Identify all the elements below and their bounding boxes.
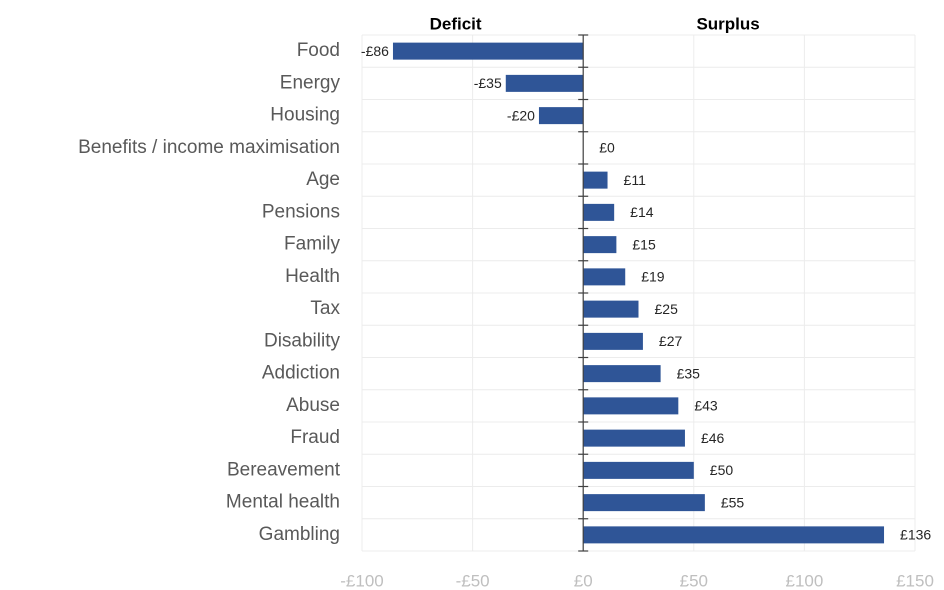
- category-label: Age: [306, 169, 340, 190]
- category-label: Health: [285, 266, 340, 287]
- category-label: Mental health: [226, 492, 340, 513]
- bar: [392, 42, 584, 60]
- bar: [583, 461, 694, 479]
- bar: [583, 494, 705, 512]
- value-label: £25: [655, 301, 679, 317]
- value-label: £27: [659, 333, 683, 349]
- category-label: Tax: [310, 298, 340, 319]
- header: Surplus: [696, 14, 759, 33]
- category-label: Bereavement: [227, 459, 341, 480]
- value-label: £136: [900, 527, 931, 543]
- value-label: £0: [599, 140, 615, 156]
- bar: [583, 171, 608, 189]
- category-label: Family: [284, 234, 340, 255]
- x-tick-label: £0: [574, 571, 593, 590]
- value-label: £35: [677, 365, 701, 381]
- category-label: Energy: [280, 72, 341, 93]
- value-label: £19: [641, 269, 665, 285]
- category-label: Food: [297, 40, 340, 61]
- category-label: Gambling: [259, 524, 340, 545]
- bar: [583, 203, 615, 221]
- bar: [583, 332, 643, 350]
- value-label: £50: [710, 462, 734, 478]
- x-tick-label: -£100: [340, 571, 383, 590]
- value-label: -£20: [507, 107, 535, 123]
- bar: [583, 526, 885, 544]
- bar: [583, 429, 685, 447]
- x-tick-label: £50: [680, 571, 708, 590]
- category-label: Disability: [264, 330, 341, 351]
- value-label: £43: [694, 398, 718, 414]
- category-label: Pensions: [262, 201, 340, 222]
- value-label: -£35: [474, 75, 502, 91]
- value-label: £46: [701, 430, 725, 446]
- x-tick-label: -£50: [456, 571, 490, 590]
- header: Deficit: [430, 14, 482, 33]
- bar: [538, 107, 584, 125]
- value-label: £14: [630, 204, 654, 220]
- value-label: -£86: [361, 43, 389, 59]
- category-label: Benefits / income maximisation: [78, 137, 340, 158]
- category-label: Fraud: [290, 427, 340, 448]
- bar: [583, 397, 679, 415]
- value-label: £55: [721, 494, 745, 510]
- bar: [583, 365, 661, 383]
- value-label: £11: [624, 172, 647, 188]
- category-label: Addiction: [262, 363, 340, 384]
- x-tick-label: £100: [785, 571, 823, 590]
- category-label: Housing: [270, 105, 340, 126]
- category-label: Abuse: [286, 395, 340, 416]
- bar: [505, 74, 584, 92]
- bar: [583, 236, 617, 254]
- bar: [583, 268, 626, 286]
- bar: [583, 300, 639, 318]
- value-label: £15: [632, 236, 656, 252]
- x-tick-label: £150: [896, 571, 934, 590]
